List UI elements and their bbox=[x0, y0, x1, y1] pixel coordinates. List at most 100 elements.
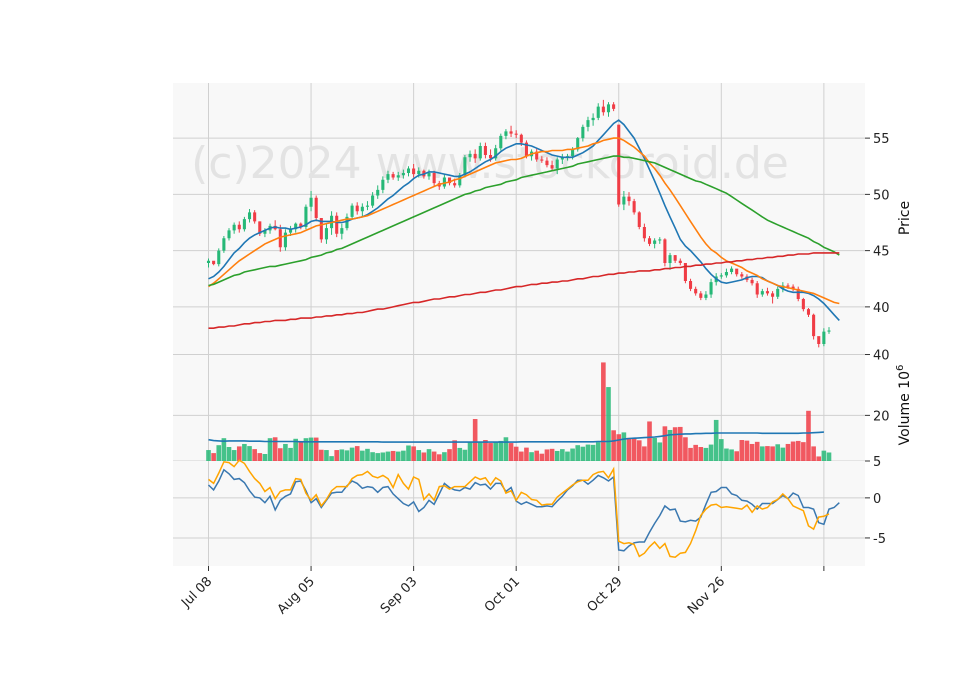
volume-bar bbox=[693, 444, 698, 461]
y-tick-label: 50 bbox=[873, 188, 890, 203]
candle-body bbox=[458, 175, 462, 186]
volume-bar bbox=[498, 440, 504, 461]
volume-bar bbox=[344, 450, 350, 461]
candle-body bbox=[555, 159, 559, 169]
volume-bar bbox=[298, 440, 304, 461]
candle-body bbox=[755, 283, 759, 295]
candle-body bbox=[622, 196, 626, 205]
volume-bar bbox=[308, 437, 314, 461]
candle-body bbox=[242, 219, 246, 230]
volume-bar bbox=[488, 443, 493, 461]
candle-body bbox=[340, 228, 344, 234]
volume-bar bbox=[785, 443, 791, 461]
candle-body bbox=[217, 250, 221, 265]
candle-body bbox=[453, 183, 457, 186]
volume-bar bbox=[277, 448, 283, 461]
volume-bar bbox=[257, 453, 263, 461]
candle-body bbox=[694, 288, 698, 294]
moving-average-line-1 bbox=[208, 119, 840, 321]
volume-bar bbox=[765, 446, 770, 461]
candle-body bbox=[827, 330, 831, 332]
volume-bar bbox=[385, 451, 391, 461]
watermark-text: (c)2024 www.stockoroid.de bbox=[191, 138, 789, 189]
candle-body bbox=[212, 260, 216, 265]
candle-body bbox=[258, 221, 262, 234]
volume-bar bbox=[313, 437, 319, 461]
panel-volume-background bbox=[173, 353, 865, 461]
candle-body bbox=[324, 228, 328, 240]
candle-body bbox=[237, 224, 241, 230]
x-tick-label: Sep 03 bbox=[378, 574, 421, 617]
candle-body bbox=[576, 138, 580, 150]
volume-bar bbox=[683, 437, 688, 461]
candle-body bbox=[806, 309, 811, 315]
volume-bar bbox=[447, 449, 452, 461]
volume-axis-label: Volume 106 bbox=[895, 365, 913, 446]
candle-body bbox=[447, 177, 452, 184]
volume-bar bbox=[436, 454, 442, 461]
volume-bar bbox=[334, 450, 340, 461]
volume-bar bbox=[472, 419, 478, 461]
volume-bar bbox=[390, 450, 396, 461]
candle-body bbox=[673, 255, 677, 261]
volume-bar bbox=[503, 437, 509, 461]
candle-body bbox=[817, 336, 821, 344]
volume-bar bbox=[636, 440, 642, 461]
candle-body bbox=[540, 159, 544, 161]
volume-bar bbox=[329, 456, 334, 461]
candle-body bbox=[401, 173, 405, 176]
candle-body bbox=[478, 146, 482, 159]
candle-body bbox=[314, 197, 318, 218]
candle-body bbox=[606, 104, 611, 113]
volume-bar bbox=[667, 429, 673, 461]
volume-bar bbox=[524, 447, 529, 461]
candle-body bbox=[427, 173, 431, 177]
moving-average-line-3 bbox=[208, 155, 840, 287]
volume-bar bbox=[719, 439, 724, 461]
candle-body bbox=[709, 282, 713, 295]
volume-bar bbox=[288, 447, 293, 461]
volume-bar bbox=[539, 453, 545, 461]
candle-body bbox=[483, 146, 487, 155]
candle-body bbox=[663, 239, 667, 263]
volume-bar bbox=[703, 447, 709, 461]
volume-bar bbox=[749, 443, 755, 461]
candle-body bbox=[822, 331, 826, 344]
volume-bar bbox=[724, 448, 729, 461]
volume-bar bbox=[616, 434, 622, 461]
volume-bar bbox=[611, 430, 616, 461]
volume-bar bbox=[688, 447, 693, 461]
candle-body bbox=[504, 131, 508, 136]
candle-body bbox=[642, 227, 646, 239]
volume-bar bbox=[821, 450, 827, 461]
candle-body bbox=[509, 131, 513, 134]
candle-body bbox=[335, 215, 339, 234]
candle-body bbox=[253, 212, 257, 222]
volume-bar bbox=[262, 454, 268, 461]
volume-bar bbox=[698, 447, 704, 461]
volume-bar bbox=[370, 452, 375, 461]
candle-body bbox=[417, 170, 421, 175]
volume-bar bbox=[734, 451, 740, 461]
y-tick-label: 20 bbox=[873, 409, 890, 424]
candle-body bbox=[304, 206, 308, 227]
candle-body bbox=[514, 133, 518, 135]
candle-body bbox=[289, 229, 293, 233]
candle-body bbox=[678, 260, 682, 263]
candle-body bbox=[278, 229, 282, 248]
volume-bar bbox=[729, 449, 734, 461]
candle-body bbox=[345, 216, 349, 229]
candle-body bbox=[596, 106, 600, 118]
candle-body bbox=[535, 151, 539, 160]
candle-body bbox=[489, 155, 493, 159]
volume-bar bbox=[560, 449, 565, 461]
volume-bar bbox=[354, 446, 360, 461]
y-tick-label: 55 bbox=[873, 132, 890, 147]
volume-bar bbox=[713, 419, 719, 461]
candle-body bbox=[750, 279, 754, 284]
volume-bar bbox=[662, 426, 668, 461]
volume-bar bbox=[554, 450, 560, 461]
candle-body bbox=[730, 268, 734, 272]
candle-body bbox=[360, 206, 364, 212]
candle-body bbox=[227, 230, 231, 239]
